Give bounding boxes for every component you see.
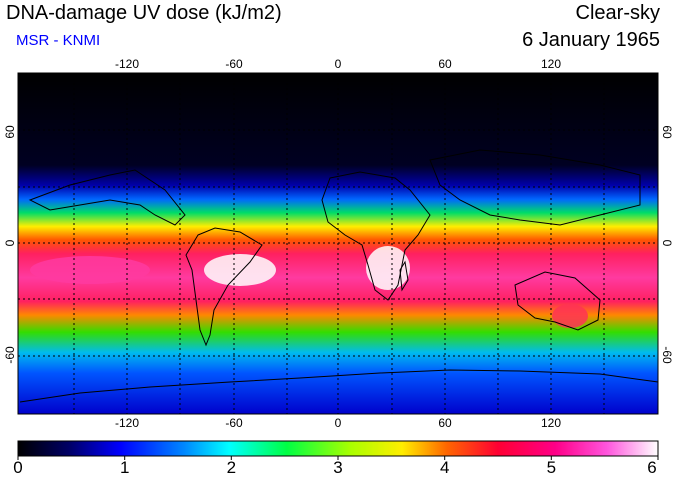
colorbar-ticks bbox=[17, 456, 659, 460]
lat-tick-left: 0 bbox=[3, 239, 17, 247]
graticule bbox=[18, 73, 658, 414]
lon-tick-bottom: 0 bbox=[334, 416, 342, 430]
source-label: MSR - KNMI bbox=[16, 32, 101, 49]
colorbar-label: 6 bbox=[647, 458, 657, 477]
lon-tick-bottom: 60 bbox=[438, 416, 452, 430]
colorbar-label: 5 bbox=[546, 458, 557, 477]
colorbar-label: 3 bbox=[333, 458, 343, 477]
lon-tick-top: 120 bbox=[540, 57, 562, 71]
lon-tick-top: -120 bbox=[114, 57, 140, 71]
map-title: DNA-damage UV dose (kJ/m2) bbox=[6, 2, 282, 24]
colorbar-label: 0 bbox=[13, 458, 23, 477]
colorbar bbox=[17, 440, 659, 457]
lat-tick-right: -60 bbox=[660, 346, 674, 364]
colorbar-label: 2 bbox=[226, 458, 237, 477]
colorbar-label: 1 bbox=[119, 458, 130, 477]
lon-tick-bottom: -120 bbox=[114, 416, 140, 430]
sky-condition: Clear-sky bbox=[575, 2, 660, 24]
lon-tick-bottom: 120 bbox=[540, 416, 562, 430]
lon-tick-top: 0 bbox=[334, 57, 342, 71]
map-date: 6 January 1965 bbox=[522, 29, 660, 51]
lat-tick-right: 60 bbox=[660, 125, 674, 139]
lat-tick-left: -60 bbox=[3, 346, 17, 364]
lon-tick-top: 60 bbox=[438, 57, 452, 71]
colorbar-label: 4 bbox=[439, 458, 450, 477]
lon-tick-bottom: -60 bbox=[225, 416, 243, 430]
lat-tick-right: 0 bbox=[660, 239, 674, 247]
coastlines bbox=[19, 149, 659, 403]
lon-tick-top: -60 bbox=[225, 57, 243, 71]
lat-tick-left: 60 bbox=[3, 125, 17, 139]
